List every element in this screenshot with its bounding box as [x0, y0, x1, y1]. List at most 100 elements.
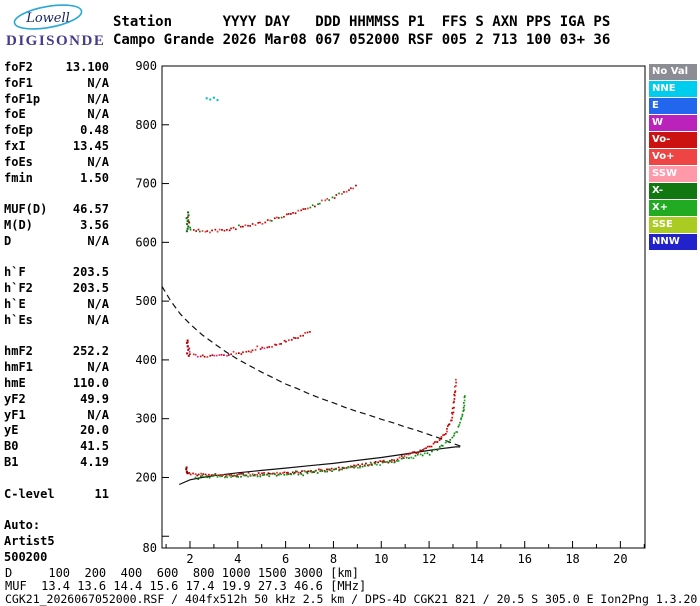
param-value: N/A: [87, 312, 109, 327]
svg-text:300: 300: [135, 412, 157, 426]
param-row: MUF(D) 46.57: [4, 202, 109, 218]
param-label: foE: [4, 107, 26, 122]
param-value: 3.56: [80, 217, 109, 232]
logo-orbit-ellipse: [13, 4, 83, 30]
svg-text:6: 6: [282, 552, 289, 566]
param-row: fxI 13.45: [4, 139, 109, 155]
param-value: 203.5: [72, 265, 109, 280]
param-row: B0 41.5: [4, 439, 109, 455]
param-value: N/A: [87, 296, 109, 311]
param-label: h`F: [4, 265, 26, 280]
plot-frame: [161, 65, 646, 549]
legend-entry: Vo+: [649, 149, 697, 165]
param-label: B0: [4, 439, 19, 454]
param-value: 4.19: [80, 454, 109, 469]
param-value: 46.57: [72, 202, 109, 217]
param-row: fmin 1.50: [4, 171, 109, 187]
param-value: 252.2: [72, 344, 109, 359]
param-value: 20.0: [80, 423, 109, 438]
param-label: h`F2: [4, 281, 33, 296]
legend-label: E: [652, 100, 659, 111]
svg-text:2: 2: [186, 552, 193, 566]
logo-graphic: Lowell DIGISONDE: [6, 4, 105, 49]
param-row: B1 4.19: [4, 455, 109, 471]
param-value: N/A: [87, 91, 109, 106]
legend-label: X-: [652, 185, 664, 196]
param-row: Auto:: [4, 518, 109, 534]
logo-lowell-text: Lowell: [25, 11, 70, 26]
param-row: 500200: [4, 550, 109, 566]
param-label: hmE: [4, 375, 26, 390]
param-label: foF2: [4, 60, 33, 74]
legend-label: NNW: [652, 236, 680, 247]
legend-entry: No Val: [649, 64, 697, 80]
muf-transmission-curve: [161, 286, 463, 448]
param-row: Artist5: [4, 534, 109, 550]
param-value: N/A: [87, 360, 109, 375]
param-row: C-level 11: [4, 487, 109, 503]
param-row: foF1 N/A: [4, 76, 109, 92]
param-label: D: [4, 233, 12, 248]
param-row: hmF2 252.2: [4, 344, 109, 360]
param-value: 13.100: [65, 60, 109, 74]
param-label: hmF1: [4, 360, 33, 375]
param-row: h`E N/A: [4, 297, 109, 313]
param-label: yF2: [4, 391, 26, 406]
svg-text:4: 4: [234, 552, 241, 566]
legend-entry: NNE: [649, 81, 697, 97]
legend-label: No Val: [652, 66, 689, 77]
param-value: N/A: [87, 154, 109, 169]
param-label: yF1: [4, 407, 26, 422]
param-label: yE: [4, 423, 19, 438]
param-row: yE 20.0: [4, 423, 109, 439]
legend-label: Vo-: [652, 134, 671, 145]
param-value: N/A: [87, 107, 109, 122]
svg-text:10: 10: [374, 552, 388, 566]
svg-text:900: 900: [135, 59, 157, 73]
param-value: 1.50: [80, 170, 109, 185]
param-label: B1: [4, 454, 19, 469]
svg-text:12: 12: [422, 552, 436, 566]
legend-label: X+: [652, 202, 669, 213]
param-row: h`F2 203.5: [4, 281, 109, 297]
param-row: M(D) 3.56: [4, 218, 109, 234]
param-value: 49.9: [80, 391, 109, 406]
legend-entry: X+: [649, 200, 697, 216]
logo-digisonde-text: DIGISONDE: [6, 33, 105, 49]
legend-entry: W: [649, 115, 697, 131]
legend-label: Vo+: [652, 151, 675, 162]
svg-text:16: 16: [518, 552, 532, 566]
param-row: foE N/A: [4, 107, 109, 123]
legend-entry: E: [649, 98, 697, 114]
param-row: hmF1 N/A: [4, 360, 109, 376]
param-value: N/A: [87, 75, 109, 90]
param-label: fxI: [4, 138, 26, 153]
legend-label: NNE: [652, 83, 676, 94]
param-label: hmF2: [4, 344, 33, 359]
param-label: Auto:: [4, 518, 41, 533]
param-label: fmin: [4, 170, 33, 185]
distance-row: D 100 200 400 600 800 1000 1500 3000 [km…: [5, 566, 360, 580]
svg-text:600: 600: [135, 235, 157, 249]
lowell-digisonde-logo: Lowell DIGISONDE: [4, 3, 112, 57]
legend-entry: SSW: [649, 166, 697, 182]
param-label: h`Es: [4, 312, 33, 327]
param-label: foEp: [4, 123, 33, 138]
legend-entry: SSE: [649, 217, 697, 233]
polarization-legend: No Val NNE E W Vo- Vo+ SSW X- X+ SSE NNW: [649, 64, 697, 251]
legend-label: W: [652, 117, 664, 128]
param-row: D N/A: [4, 234, 109, 250]
param-label: foF1: [4, 75, 33, 90]
param-row: yF2 49.9: [4, 392, 109, 408]
legend-entry: X-: [649, 183, 697, 199]
param-value: 11: [94, 486, 109, 501]
param-value: N/A: [87, 407, 109, 422]
param-row: foF1p N/A: [4, 92, 109, 108]
svg-text:700: 700: [135, 177, 157, 191]
header-line-1: Station YYYY DAY DDD HHMMSS P1 FFS S AXN…: [113, 14, 611, 30]
param-value: 203.5: [72, 281, 109, 296]
param-value: 13.45: [72, 138, 109, 153]
legend-entry: Vo-: [649, 132, 697, 148]
muf-row: MUF 13.4 13.6 14.4 15.6 17.4 19.9 27.3 4…: [5, 579, 367, 593]
param-row: foEp 0.48: [4, 123, 109, 139]
